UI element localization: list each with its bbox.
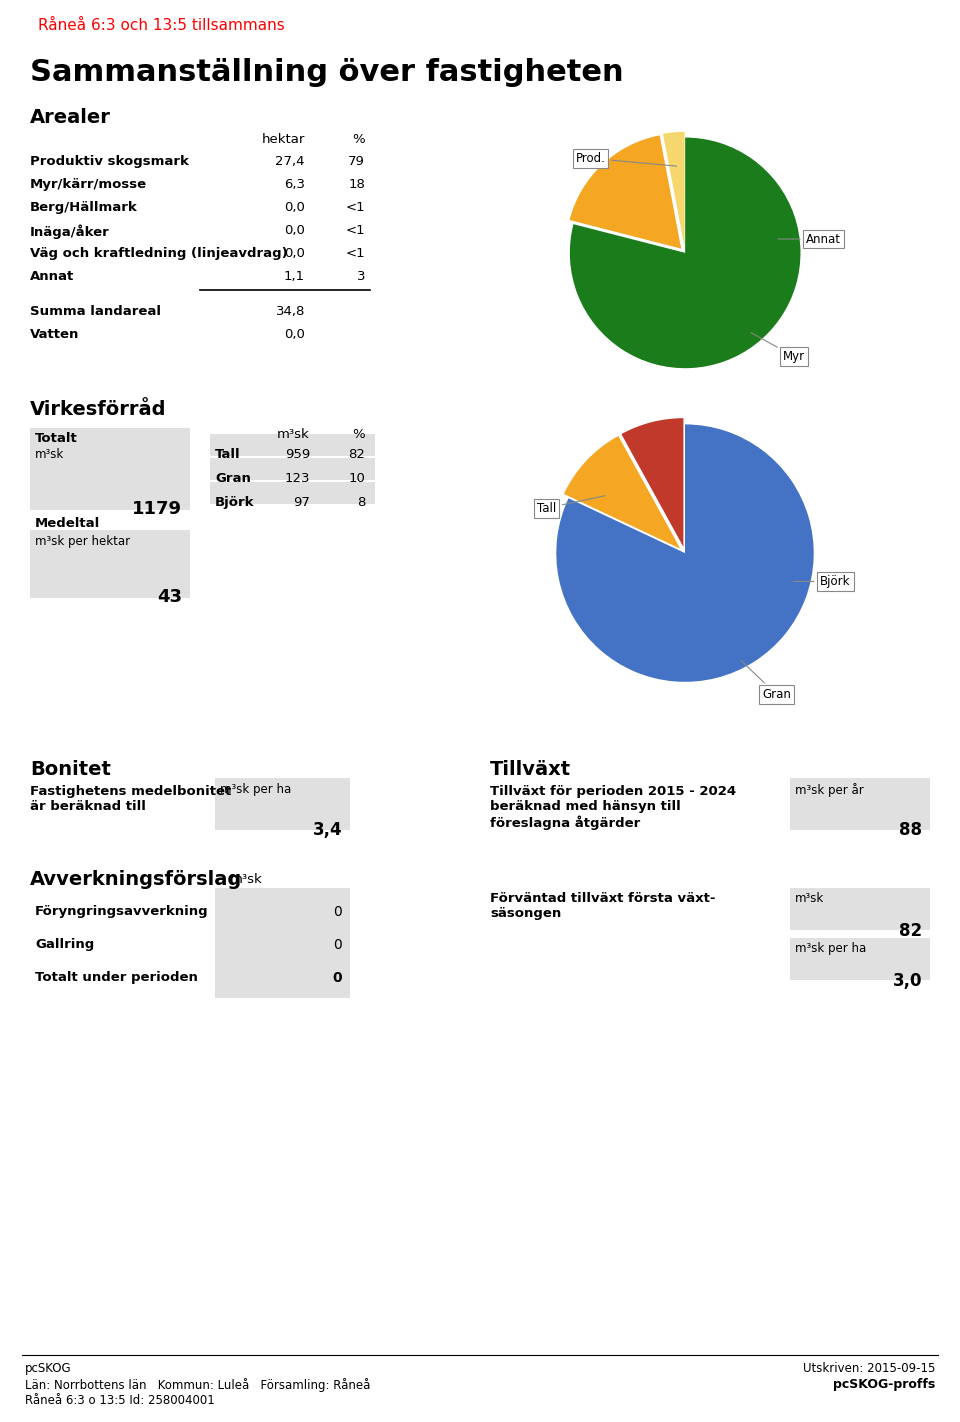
Text: <1: <1 — [346, 247, 365, 260]
Text: Föryngringsavverkning: Föryngringsavverkning — [35, 904, 208, 919]
Text: 0: 0 — [333, 939, 342, 951]
Wedge shape — [569, 135, 682, 249]
Text: Annat: Annat — [30, 270, 74, 283]
Text: Fastighetens medelbonitet
är beräknad till: Fastighetens medelbonitet är beräknad ti… — [30, 785, 231, 813]
Text: 0: 0 — [332, 971, 342, 985]
Text: Förväntad tillväxt första växt-
säsongen: Förväntad tillväxt första växt- säsongen — [490, 892, 715, 920]
Text: Utskriven: 2015-09-15: Utskriven: 2015-09-15 — [803, 1362, 935, 1375]
Wedge shape — [621, 418, 684, 547]
Text: Myr/kärr/mosse: Myr/kärr/mosse — [30, 178, 147, 191]
Text: Inäga/åker: Inäga/åker — [30, 225, 109, 239]
Text: 6,3: 6,3 — [284, 178, 305, 191]
Text: Gran: Gran — [741, 661, 791, 701]
Text: 123: 123 — [284, 472, 310, 485]
Text: Råneå 6:3 och 13:5 tillsammans: Råneå 6:3 och 13:5 tillsammans — [38, 18, 285, 33]
Text: Avverkningsförslag: Avverkningsförslag — [30, 870, 242, 889]
Text: %: % — [352, 428, 365, 441]
Text: 79: 79 — [348, 155, 365, 168]
Text: m³sk per ha: m³sk per ha — [220, 784, 291, 796]
Text: 3,4: 3,4 — [312, 820, 342, 839]
Text: Virkesförråd: Virkesförråd — [30, 400, 166, 419]
Text: Bonitet: Bonitet — [30, 759, 110, 779]
Text: Sammanställning över fastigheten: Sammanställning över fastigheten — [30, 58, 624, 87]
Text: m³sk per hektar: m³sk per hektar — [35, 535, 131, 547]
Wedge shape — [570, 138, 801, 368]
Text: 8: 8 — [356, 496, 365, 509]
Text: m³sk per ha: m³sk per ha — [795, 941, 866, 956]
Text: pcSKOG-proffs: pcSKOG-proffs — [832, 1378, 935, 1391]
FancyBboxPatch shape — [210, 482, 375, 503]
Text: Tillväxt för perioden 2015 - 2024
beräknad med hänsyn till
föreslagna åtgärder: Tillväxt för perioden 2015 - 2024 beräkn… — [490, 785, 736, 830]
Text: Produktiv skogsmark: Produktiv skogsmark — [30, 155, 189, 168]
Text: 3: 3 — [356, 270, 365, 283]
Text: Summa landareal: Summa landareal — [30, 304, 161, 319]
Text: 0: 0 — [333, 904, 342, 919]
Text: 1179: 1179 — [132, 501, 182, 518]
Text: Gallring: Gallring — [35, 939, 94, 951]
Text: m³sk: m³sk — [277, 428, 310, 441]
Text: 27,4: 27,4 — [276, 155, 305, 168]
Text: 18: 18 — [348, 178, 365, 191]
FancyBboxPatch shape — [210, 458, 375, 481]
Text: 97: 97 — [293, 496, 310, 509]
Text: 43: 43 — [157, 589, 182, 606]
Wedge shape — [564, 437, 681, 549]
Text: 82: 82 — [348, 448, 365, 461]
Text: <1: <1 — [346, 225, 365, 237]
Text: Medeltal: Medeltal — [35, 518, 100, 530]
Text: Totalt under perioden: Totalt under perioden — [35, 971, 198, 984]
Text: Totalt: Totalt — [35, 432, 78, 445]
Text: Tall: Tall — [537, 496, 605, 515]
FancyBboxPatch shape — [215, 778, 350, 830]
Text: 1,1: 1,1 — [284, 270, 305, 283]
Text: pcSKOG: pcSKOG — [25, 1362, 72, 1375]
Text: 3,0: 3,0 — [893, 973, 922, 990]
Text: Gran: Gran — [215, 472, 251, 485]
Text: m³sk: m³sk — [35, 448, 64, 461]
Text: 88: 88 — [899, 820, 922, 839]
Text: <1: <1 — [346, 201, 365, 213]
Text: Län: Norrbottens län   Kommun: Luleå   Församling: Råneå: Län: Norrbottens län Kommun: Luleå Försa… — [25, 1378, 371, 1392]
Text: Tillväxt: Tillväxt — [490, 759, 571, 779]
Text: hektar: hektar — [262, 134, 305, 146]
Text: Vatten: Vatten — [30, 328, 80, 341]
Text: m³sk: m³sk — [230, 873, 263, 886]
Text: 10: 10 — [348, 472, 365, 485]
Text: 0,0: 0,0 — [284, 201, 305, 213]
Text: Björk: Björk — [793, 574, 851, 587]
FancyBboxPatch shape — [790, 939, 930, 980]
Text: m³sk: m³sk — [795, 892, 825, 904]
Text: m³sk per år: m³sk per år — [795, 784, 864, 796]
Text: Tall: Tall — [215, 448, 241, 461]
FancyBboxPatch shape — [790, 778, 930, 830]
Text: 0,0: 0,0 — [284, 247, 305, 260]
FancyBboxPatch shape — [30, 530, 190, 599]
FancyBboxPatch shape — [215, 887, 350, 998]
Text: 959: 959 — [285, 448, 310, 461]
FancyBboxPatch shape — [30, 428, 190, 510]
Wedge shape — [663, 132, 684, 247]
Text: 0,0: 0,0 — [284, 225, 305, 237]
Text: 0,0: 0,0 — [284, 328, 305, 341]
Text: Berg/Hällmark: Berg/Hällmark — [30, 201, 137, 213]
Text: Råneå 6:3 o 13:5 Id: 258004001: Råneå 6:3 o 13:5 Id: 258004001 — [25, 1394, 215, 1406]
Text: 82: 82 — [899, 921, 922, 940]
Text: Arealer: Arealer — [30, 108, 110, 127]
Text: Annat: Annat — [778, 233, 841, 246]
Text: Väg och kraftledning (linjeavdrag): Väg och kraftledning (linjeavdrag) — [30, 247, 288, 260]
Text: 34,8: 34,8 — [276, 304, 305, 319]
FancyBboxPatch shape — [790, 887, 930, 930]
Text: Myr: Myr — [751, 333, 805, 363]
Text: Björk: Björk — [215, 496, 254, 509]
FancyBboxPatch shape — [210, 434, 375, 456]
Wedge shape — [556, 424, 814, 681]
Text: Prod.: Prod. — [576, 152, 677, 166]
Text: %: % — [352, 134, 365, 146]
